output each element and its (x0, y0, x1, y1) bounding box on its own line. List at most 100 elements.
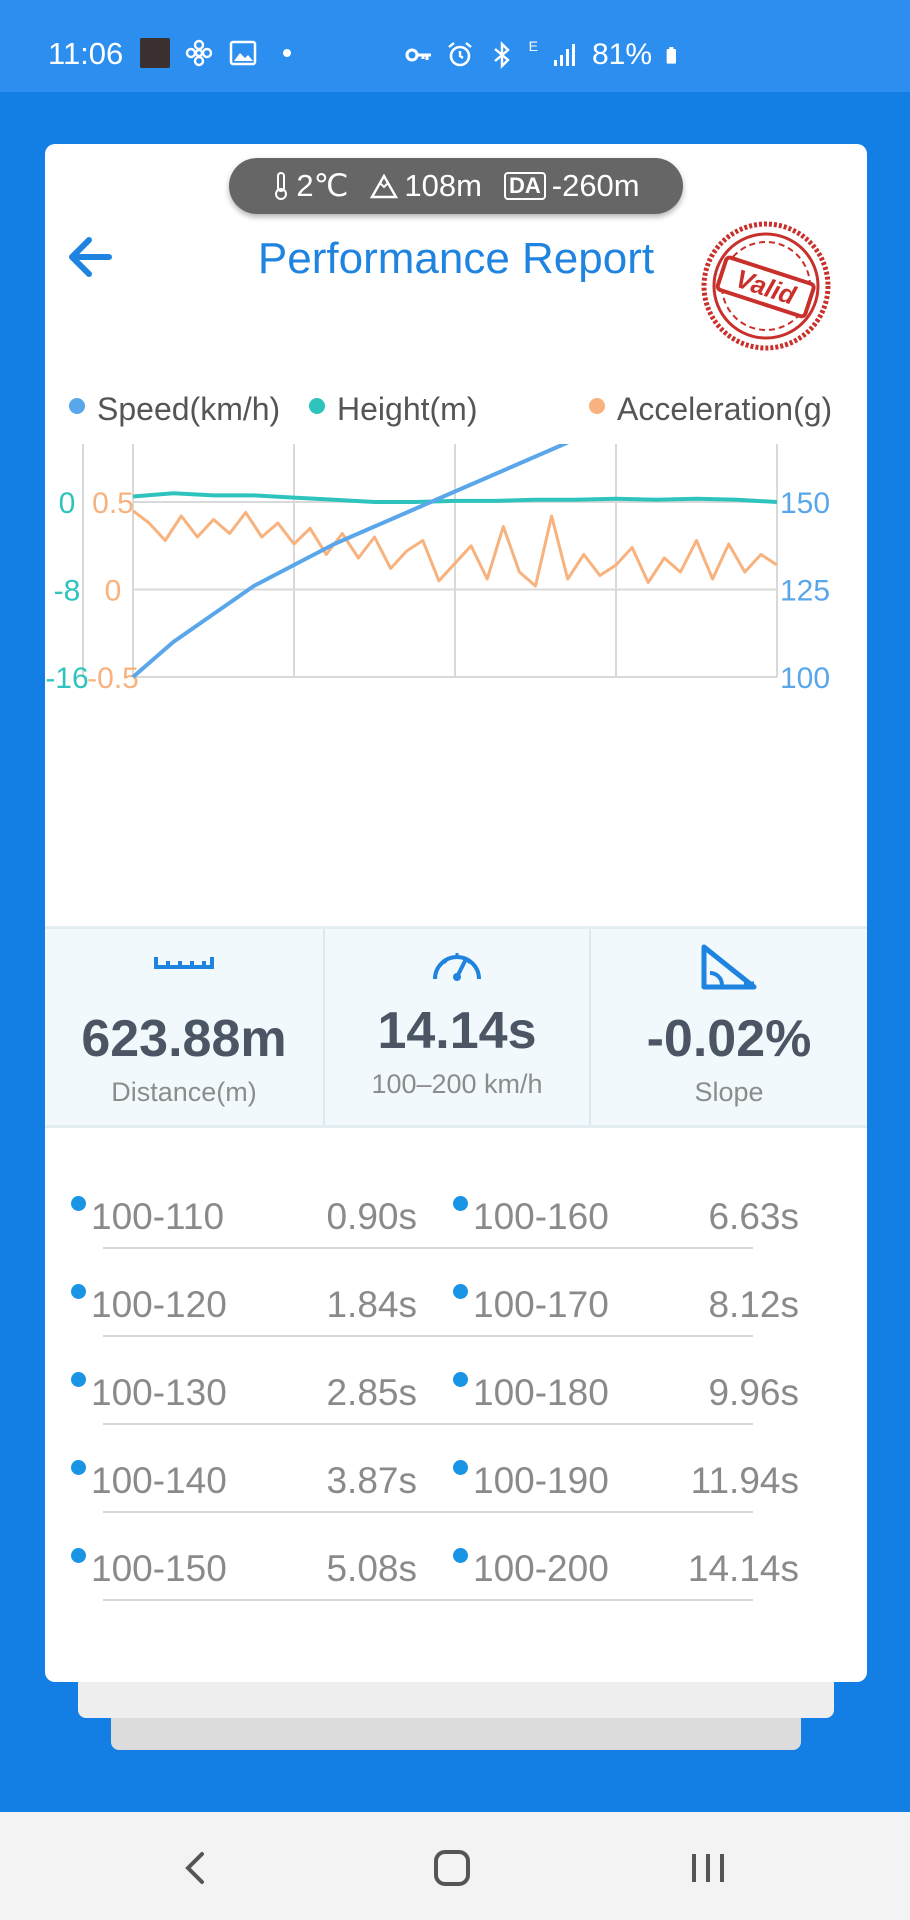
mountain-icon (370, 173, 399, 199)
dot-icon (283, 49, 291, 57)
split-range: 100-140 (91, 1460, 227, 1501)
split-time: 14.14s (687, 1548, 799, 1589)
density-altitude-item: DA -260m (503, 168, 640, 204)
split-range: 100-120 (91, 1284, 227, 1325)
split-bullet (71, 1460, 86, 1475)
split-bullet (453, 1460, 468, 1475)
thermometer-icon (275, 172, 288, 200)
legend-acceleration-dot (589, 398, 605, 414)
split-range: 100-150 (91, 1548, 227, 1589)
split-bullet (71, 1284, 86, 1299)
altitude-value: 108m (404, 168, 482, 203)
stats-panel: 623.88m Distance(m) 14.14s 100–200 km/h … (45, 926, 867, 1128)
density-altitude-value: -260m (551, 168, 640, 203)
speed-tick-label: 125 (780, 575, 830, 608)
ruler-icon (154, 957, 214, 969)
split-row: 100-160 6.63s (453, 1174, 799, 1262)
split-time: 8.12s (708, 1284, 799, 1325)
status-time: 11:06 (48, 36, 124, 71)
acceleration-tick-label: 0 (105, 575, 122, 608)
time-label: 100–200 km/h (371, 1069, 543, 1099)
row-divider (103, 1599, 753, 1601)
legend-height: Height(m) (309, 391, 477, 428)
report-card: 2℃ 108m DA -260m Performance Report Vali… (45, 144, 867, 1682)
legend-height-dot (309, 398, 325, 414)
bluetooth-icon (493, 41, 510, 69)
height-tick-label: 0 (59, 487, 76, 520)
split-time: 2.85s (326, 1372, 417, 1413)
split-time: 0.90s (326, 1196, 417, 1237)
speed-tick-label: 100 (780, 662, 830, 695)
split-range: 100-110 (91, 1196, 225, 1237)
split-time: 1.84s (326, 1284, 417, 1325)
stat-divider (323, 929, 325, 1125)
split-time: 3.87s (326, 1460, 417, 1501)
legend-speed-label: Speed(km/h) (97, 391, 281, 427)
height-tick-label: -8 (54, 575, 81, 608)
split-bullet (453, 1548, 468, 1563)
legend-speed: Speed(km/h) (69, 391, 280, 428)
split-row: 100-130 2.85s (71, 1350, 417, 1438)
split-bullet (453, 1372, 468, 1387)
image-icon (229, 40, 257, 66)
back-arrow-icon[interactable] (59, 226, 121, 288)
row-divider (103, 1247, 753, 1249)
slope-value: -0.02% (646, 1010, 812, 1068)
stat-divider (589, 929, 591, 1125)
fan-icon (185, 39, 213, 67)
legend-acceleration: Acceleration(g) (589, 391, 832, 428)
status-bar: 11:06 E 81% (0, 0, 910, 92)
split-range: 100-180 (473, 1372, 609, 1413)
time-value: 14.14s (377, 1002, 537, 1060)
distance-value: 623.88m (81, 1010, 287, 1068)
split-row: 100-180 9.96s (453, 1350, 799, 1438)
split-range: 100-160 (473, 1196, 609, 1237)
acceleration-tick-label: 0.5 (92, 487, 134, 520)
split-range: 100-200 (473, 1548, 609, 1589)
home-nav-icon[interactable] (422, 1838, 482, 1898)
page-title: Performance Report (257, 234, 655, 283)
legend-acceleration-label: Acceleration(g) (617, 391, 833, 427)
speed-line (131, 444, 570, 679)
distance-stat: 623.88m Distance(m) (45, 929, 323, 1125)
speed-tick-label: 150 (780, 487, 830, 520)
altitude-item: 108m (370, 168, 482, 204)
split-row: 100-140 3.87s (71, 1438, 417, 1526)
slope-label: Slope (694, 1077, 764, 1107)
split-range: 100-190 (473, 1460, 609, 1501)
valid-stamp: Valid (701, 221, 831, 351)
split-row: 100-110 0.90s (71, 1174, 417, 1262)
recents-nav-icon[interactable] (678, 1838, 738, 1898)
acceleration-tick-label: -0.5 (87, 662, 139, 695)
split-bullet (71, 1548, 86, 1563)
performance-chart: 1680-8-161.510.50-0.5200175150125100 (45, 444, 830, 695)
row-divider (103, 1423, 753, 1425)
split-row: 100-200 14.14s (453, 1526, 799, 1614)
split-bullet (453, 1284, 468, 1299)
split-bullet (71, 1372, 86, 1387)
split-range: 100-170 (473, 1284, 609, 1325)
status-right: E 81% (403, 38, 684, 72)
back-nav-icon[interactable] (166, 1838, 226, 1898)
split-bullet (71, 1196, 86, 1211)
temperature-value: 2℃ (296, 168, 349, 203)
row-divider (103, 1511, 753, 1513)
vpn-key-icon (405, 48, 431, 62)
avatar-thumbnail-icon (140, 38, 170, 68)
status-left-icons (140, 38, 302, 68)
battery-icon (666, 47, 676, 64)
split-row: 100-150 5.08s (71, 1526, 417, 1614)
signal-icon (553, 44, 575, 66)
split-time: 5.08s (326, 1548, 417, 1589)
legend-speed-dot (69, 398, 85, 414)
split-time: 11.94s (690, 1460, 799, 1501)
speedometer-icon (433, 953, 481, 981)
legend-height-label: Height(m) (337, 391, 478, 427)
slope-stat: -0.02% Slope (591, 929, 867, 1125)
distance-label: Distance(m) (111, 1077, 257, 1107)
row-divider (103, 1335, 753, 1337)
conditions-pill: 2℃ 108m DA -260m (229, 158, 683, 214)
battery-percent: 81% (591, 38, 652, 71)
split-time: 6.63s (708, 1196, 799, 1237)
split-bullet (453, 1196, 468, 1211)
